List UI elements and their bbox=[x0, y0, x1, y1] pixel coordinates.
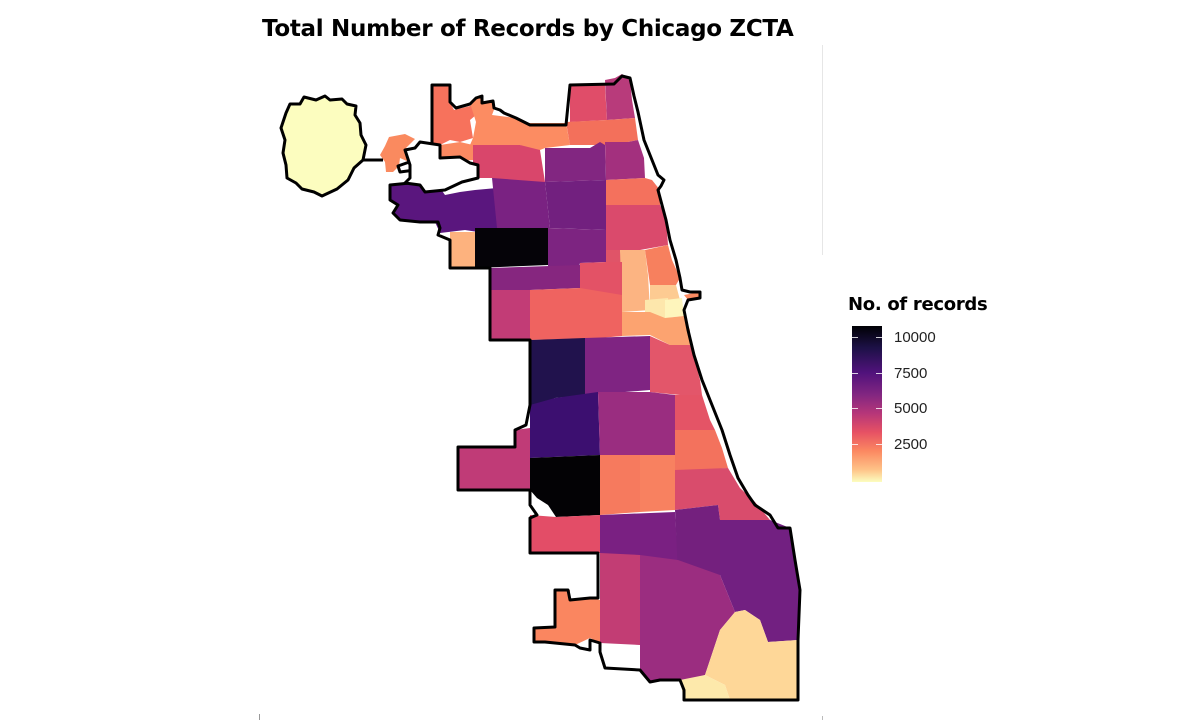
inner-hole-outline bbox=[403, 140, 480, 194]
legend-label-5000: 5000 bbox=[894, 400, 928, 417]
zcta-galewood bbox=[450, 232, 475, 268]
zcta-lincoln-square bbox=[605, 140, 645, 180]
zcta-pilsen bbox=[598, 392, 675, 455]
zcta-near-west bbox=[622, 312, 690, 345]
zcta-logan-square bbox=[580, 262, 622, 295]
legend-tick-7500 bbox=[852, 373, 882, 374]
zcta-east-garfield bbox=[585, 336, 650, 395]
zcta-ashburn bbox=[600, 553, 640, 645]
zcta-lincoln-park-w bbox=[620, 250, 650, 312]
ohare-outline bbox=[279, 94, 368, 198]
zcta-clearing bbox=[530, 515, 600, 553]
zcta-logan-north bbox=[548, 228, 606, 272]
zcta-north-lawndale bbox=[530, 338, 585, 405]
panel-tick-bottom-right bbox=[822, 716, 823, 720]
zcta-irving-park bbox=[545, 180, 606, 230]
zcta-jefferson-park bbox=[473, 145, 545, 183]
zcta-chicago-lawn bbox=[600, 512, 678, 560]
zcta-lakeview bbox=[606, 250, 622, 262]
legend-colorbar bbox=[852, 326, 882, 482]
main-city-outline bbox=[388, 74, 802, 702]
zcta-norwood bbox=[470, 95, 570, 150]
zcta-kenwood bbox=[675, 468, 770, 520]
zcta-northwest-arm bbox=[380, 134, 415, 172]
color-legend: No. of records 10000 7500 5000 2500 bbox=[848, 294, 988, 482]
legend-label-2500: 2500 bbox=[894, 436, 928, 453]
legend-tick-2500 bbox=[852, 444, 882, 445]
zcta-edison-park bbox=[432, 85, 476, 150]
legend-tick-10000 bbox=[852, 337, 882, 338]
zcta-fuller-park bbox=[640, 455, 675, 512]
legend-title: No. of records bbox=[848, 294, 988, 315]
city-boundary-outline bbox=[279, 74, 802, 702]
zcta-back-of-yards bbox=[600, 455, 640, 515]
zcta-englewood-west bbox=[530, 455, 600, 517]
chart-title: Total Number of Records by Chicago ZCTA bbox=[262, 16, 794, 42]
zcta-douglas bbox=[675, 430, 728, 470]
zcta-south-loop bbox=[650, 336, 702, 395]
zcta-north-3 bbox=[566, 118, 638, 145]
legend-label-10000: 10000 bbox=[894, 329, 936, 346]
zcta-lakeview-north bbox=[606, 205, 668, 250]
zcta-roseland bbox=[640, 555, 735, 682]
zcta-humboldt-north bbox=[490, 265, 580, 290]
zcta-little-village bbox=[530, 392, 600, 458]
zcta-chatham bbox=[675, 505, 720, 575]
zcta-streeterville bbox=[665, 298, 684, 318]
zcta-albany-park bbox=[545, 142, 606, 182]
panel-tick-bottom-left bbox=[259, 714, 260, 720]
zcta-humboldt bbox=[490, 290, 530, 340]
zcta-lincoln-park-e bbox=[645, 245, 680, 285]
zcta-south-shore bbox=[720, 520, 800, 642]
zcta-west-town bbox=[530, 288, 622, 340]
zcta-hegewisch bbox=[705, 610, 798, 700]
zcta-edgewater bbox=[606, 178, 660, 205]
zcta-ohare bbox=[281, 96, 366, 196]
legend-tick-5000 bbox=[852, 408, 882, 409]
zcta-garfield-ridge bbox=[458, 428, 530, 490]
zcta-portage-park bbox=[492, 178, 550, 228]
zcta-austin bbox=[475, 228, 548, 268]
zcta-north-1 bbox=[570, 85, 607, 122]
panel-border-right bbox=[822, 45, 823, 255]
legend-label-7500: 7500 bbox=[894, 365, 928, 382]
zcta-pullman bbox=[680, 675, 730, 700]
zcta-beverly bbox=[534, 590, 600, 645]
zcta-bridgeport-east bbox=[675, 395, 715, 432]
zcta-regions bbox=[281, 74, 800, 700]
